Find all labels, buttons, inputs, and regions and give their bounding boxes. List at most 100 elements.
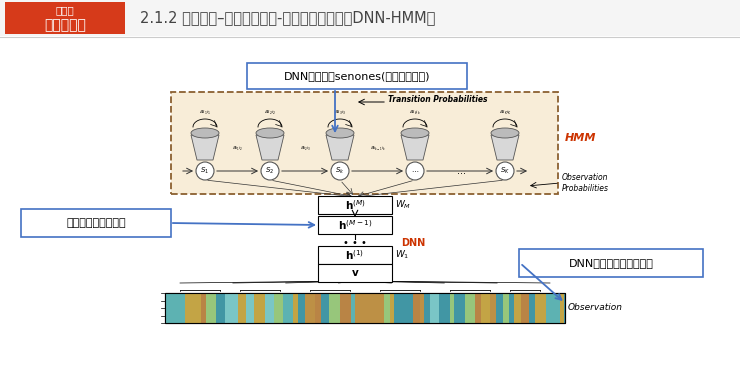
Bar (293, 293, 298, 323)
Text: $\ldots$: $\ldots$ (411, 168, 419, 174)
Circle shape (496, 162, 514, 180)
Bar (185, 293, 192, 323)
Text: $a_{i_ki_k}$: $a_{i_ki_k}$ (409, 109, 421, 117)
Polygon shape (491, 135, 519, 160)
FancyBboxPatch shape (5, 2, 125, 34)
FancyBboxPatch shape (21, 209, 171, 237)
Bar (413, 293, 420, 323)
Text: DNN输入为较长的帧窗长: DNN输入为较长的帧窗长 (568, 258, 653, 268)
Circle shape (331, 162, 349, 180)
Text: • • •: • • • (343, 238, 367, 248)
Text: $a_{i_2i_2}$: $a_{i_2i_2}$ (264, 109, 276, 117)
Bar (481, 293, 490, 323)
FancyBboxPatch shape (318, 246, 392, 264)
Bar (305, 293, 315, 323)
Text: HMM: HMM (565, 133, 596, 143)
Text: $\mathbf{v}$: $\mathbf{v}$ (351, 268, 360, 278)
Text: $\mathbf{h}^{(M)}$: $\mathbf{h}^{(M)}$ (345, 198, 366, 212)
Bar (165, 293, 565, 323)
Bar (454, 293, 465, 323)
FancyBboxPatch shape (318, 264, 392, 282)
Bar (439, 293, 445, 323)
Text: Transition Probabilities: Transition Probabilities (388, 94, 488, 104)
Bar (509, 293, 514, 323)
Bar (450, 293, 454, 323)
Bar (329, 293, 340, 323)
Bar (238, 293, 246, 323)
Bar (201, 293, 206, 323)
Bar (165, 293, 565, 323)
Bar (165, 293, 175, 323)
FancyBboxPatch shape (318, 196, 392, 214)
Bar (225, 293, 231, 323)
Text: $S_1$: $S_1$ (201, 166, 209, 176)
Bar (374, 293, 384, 323)
FancyBboxPatch shape (318, 216, 392, 234)
Bar (390, 293, 394, 323)
Ellipse shape (191, 128, 219, 138)
Text: DNN: DNN (401, 238, 426, 248)
Bar (192, 293, 201, 323)
Text: $a_{i_{k-1}i_k}$: $a_{i_{k-1}i_k}$ (369, 145, 386, 153)
Text: DNN的输出为senones(绑定的三因子): DNN的输出为senones(绑定的三因子) (283, 71, 430, 81)
Text: ...: ... (457, 166, 466, 176)
Circle shape (196, 162, 214, 180)
Ellipse shape (256, 128, 284, 138)
Bar (315, 293, 321, 323)
Circle shape (261, 162, 279, 180)
Bar (475, 293, 481, 323)
Bar (514, 293, 521, 323)
Bar (535, 293, 546, 323)
Bar (355, 293, 360, 323)
Text: $\mathbf{h}^{(M-1)}$: $\mathbf{h}^{(M-1)}$ (338, 218, 372, 232)
FancyBboxPatch shape (247, 63, 467, 89)
Bar (430, 293, 439, 323)
Ellipse shape (491, 128, 519, 138)
Text: $a_{i_Ki_K}$: $a_{i_Ki_K}$ (499, 109, 511, 117)
Bar (420, 293, 424, 323)
Bar (321, 293, 329, 323)
Bar (465, 293, 475, 323)
Bar (206, 293, 216, 323)
Bar (555, 293, 560, 323)
Text: $W_M$: $W_M$ (395, 199, 411, 211)
Bar (283, 293, 293, 323)
Text: $a_{i_3i_3}$: $a_{i_3i_3}$ (334, 109, 346, 117)
Text: $W_1$: $W_1$ (395, 249, 409, 261)
Bar (351, 293, 355, 323)
Text: 多层非线性特征变换: 多层非线性特征变换 (66, 218, 126, 228)
Bar (496, 293, 503, 323)
Bar (503, 293, 509, 323)
Text: $a_{i_1i_1}$: $a_{i_1i_1}$ (199, 109, 211, 117)
Bar (546, 293, 555, 323)
Polygon shape (326, 135, 354, 160)
Text: $S_K$: $S_K$ (500, 166, 510, 176)
Ellipse shape (401, 128, 429, 138)
Bar (274, 293, 283, 323)
Bar (265, 293, 274, 323)
Bar (560, 293, 564, 323)
Circle shape (406, 162, 424, 180)
Bar (254, 293, 265, 323)
Bar (384, 293, 390, 323)
Bar (490, 293, 496, 323)
Bar (445, 293, 450, 323)
Polygon shape (256, 135, 284, 160)
Bar (340, 293, 351, 323)
Text: 2.1.2 声学模型–深度神经网络-隐马尔科夫模型（DNN-HMM）: 2.1.2 声学模型–深度神经网络-隐马尔科夫模型（DNN-HMM） (140, 11, 435, 26)
Bar (424, 293, 430, 323)
Bar (216, 293, 225, 323)
Bar (394, 293, 403, 323)
FancyBboxPatch shape (171, 92, 558, 194)
Polygon shape (191, 135, 219, 160)
Bar (403, 293, 413, 323)
Bar (0, 0, 740, 36)
Text: Observation
Probabilities: Observation Probabilities (562, 173, 609, 193)
Bar (298, 293, 305, 323)
Text: 雷锋网: 雷锋网 (56, 5, 75, 15)
Ellipse shape (326, 128, 354, 138)
Bar (564, 293, 565, 323)
Bar (246, 293, 254, 323)
Text: $a_{i_1i_2}$: $a_{i_1i_2}$ (232, 145, 243, 153)
Text: Observation: Observation (568, 304, 623, 312)
